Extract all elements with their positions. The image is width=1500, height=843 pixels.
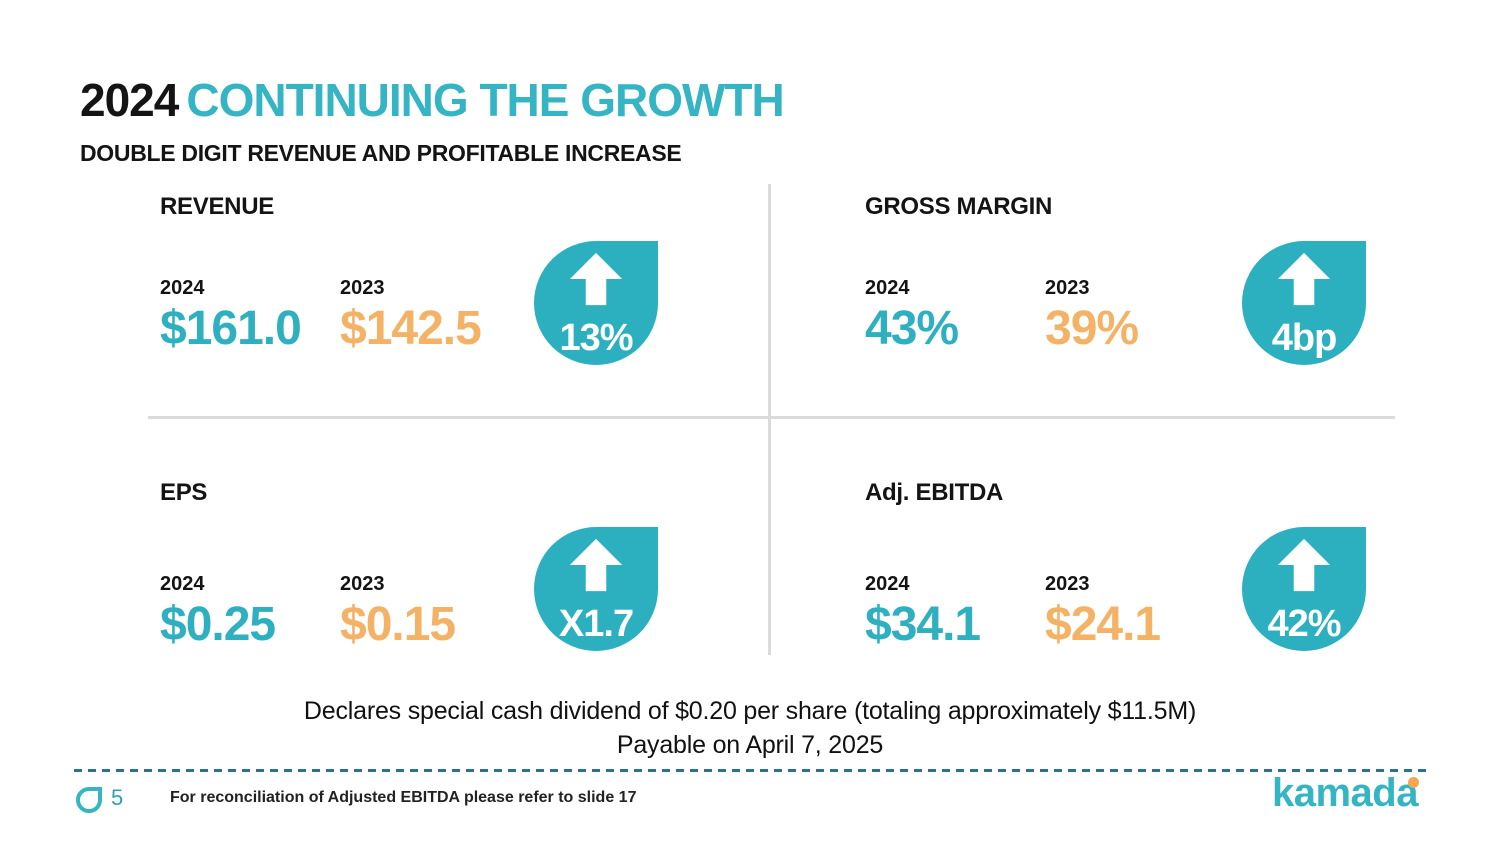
year-label: 2024 bbox=[160, 277, 205, 299]
prior-year-column: 2023 $142.5 bbox=[340, 277, 520, 356]
footnote: For reconciliation of Adjusted EBITDA pl… bbox=[170, 789, 637, 806]
title-year: 2024 bbox=[80, 73, 179, 126]
current-value: 43% bbox=[865, 302, 959, 355]
metric-values: 2024 $161.0 2023 $142.5 bbox=[160, 277, 520, 356]
prior-year-column: 2023 $0.15 bbox=[340, 573, 520, 652]
current-year-column: 2024 $0.25 bbox=[160, 573, 340, 652]
kamada-logo-dot-icon bbox=[1408, 777, 1419, 788]
page-subtitle: DOUBLE DIGIT REVENUE AND PROFITABLE INCR… bbox=[80, 140, 682, 167]
current-year-column: 2024 $34.1 bbox=[865, 573, 1045, 652]
metric-panel-revenue: REVENUE 2024 $161.0 2023 $142.5 13% bbox=[148, 185, 768, 416]
kamada-logo: kamada bbox=[1272, 771, 1418, 815]
title-phrase: CONTINUING THE GROWTH bbox=[186, 73, 784, 126]
year-label: 2024 bbox=[160, 573, 205, 595]
metric-title: REVENUE bbox=[160, 193, 274, 220]
badge-label: 4bp bbox=[1271, 317, 1338, 359]
vertical-divider bbox=[768, 184, 771, 655]
badge-label: 42% bbox=[1267, 603, 1341, 645]
up-arrow-icon bbox=[569, 538, 623, 592]
page-title: 2024 CONTINUING THE GROWTH bbox=[80, 73, 785, 127]
current-value: $161.0 bbox=[160, 302, 302, 355]
current-value: $0.25 bbox=[160, 598, 276, 651]
metric-values: 2024 $34.1 2023 $24.1 bbox=[865, 573, 1225, 652]
metric-title: Adj. EBITDA bbox=[865, 479, 1004, 506]
metric-panel-gross-margin: GROSS MARGIN 2024 43% 2023 39% 4bp bbox=[773, 185, 1393, 416]
growth-badge: 13% bbox=[534, 241, 658, 365]
year-label: 2024 bbox=[865, 573, 910, 595]
current-value: $34.1 bbox=[865, 598, 981, 651]
prior-year-column: 2023 $24.1 bbox=[1045, 573, 1225, 652]
metric-panel-eps: EPS 2024 $0.25 2023 $0.15 X1.7 bbox=[148, 419, 768, 655]
prior-value: $0.15 bbox=[340, 598, 456, 651]
page-number: 5 bbox=[111, 785, 124, 810]
year-label: 2023 bbox=[340, 277, 385, 299]
announcement-line-2: Payable on April 7, 2025 bbox=[616, 731, 884, 759]
badge-label: 13% bbox=[559, 317, 633, 359]
badge-label: X1.7 bbox=[558, 603, 634, 645]
up-arrow-icon bbox=[1277, 538, 1331, 592]
prior-value: $24.1 bbox=[1045, 598, 1161, 651]
metric-values: 2024 43% 2023 39% bbox=[865, 277, 1225, 356]
growth-badge: 4bp bbox=[1242, 241, 1366, 365]
prior-value: $142.5 bbox=[340, 302, 482, 355]
metric-panel-adj-ebitda: Adj. EBITDA 2024 $34.1 2023 $24.1 42% bbox=[773, 419, 1393, 655]
up-arrow-icon bbox=[1277, 252, 1331, 306]
year-label: 2023 bbox=[1045, 277, 1090, 299]
prior-value: 39% bbox=[1045, 302, 1139, 355]
up-arrow-icon bbox=[569, 252, 623, 306]
current-year-column: 2024 $161.0 bbox=[160, 277, 340, 356]
growth-badge: X1.7 bbox=[534, 527, 658, 651]
metric-title: EPS bbox=[160, 479, 208, 506]
horizontal-divider bbox=[148, 416, 1395, 419]
metric-title: GROSS MARGIN bbox=[865, 193, 1053, 220]
current-year-column: 2024 43% bbox=[865, 277, 1045, 356]
dividend-announcement: Declares special cash dividend of $0.20 … bbox=[0, 694, 1500, 762]
year-label: 2024 bbox=[865, 277, 910, 299]
metric-values: 2024 $0.25 2023 $0.15 bbox=[160, 573, 520, 652]
footer-dashed-divider bbox=[74, 769, 1426, 772]
prior-year-column: 2023 39% bbox=[1045, 277, 1225, 356]
announcement-line-1: Declares special cash dividend of $0.20 … bbox=[303, 697, 1197, 725]
growth-badge: 42% bbox=[1242, 527, 1366, 651]
year-label: 2023 bbox=[1045, 573, 1090, 595]
year-label: 2023 bbox=[340, 573, 385, 595]
kamada-droplet-icon bbox=[76, 787, 102, 813]
